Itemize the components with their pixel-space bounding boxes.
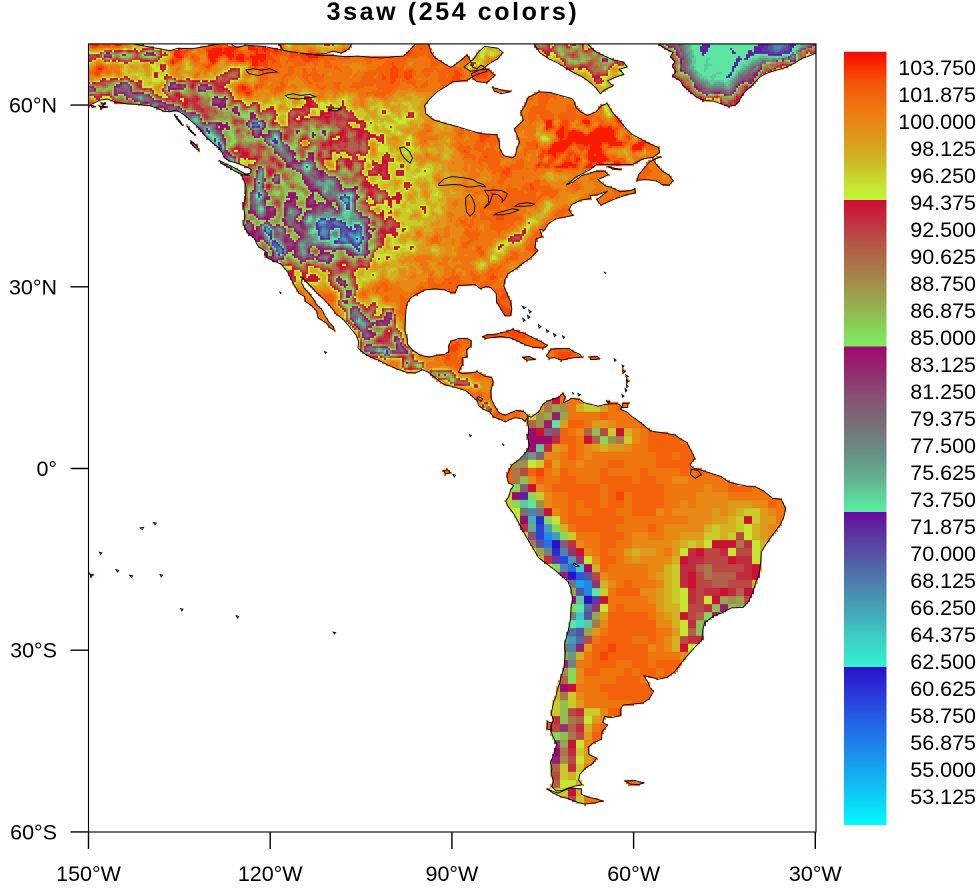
svg-text:94.375: 94.375 xyxy=(910,191,976,215)
svg-text:101.875: 101.875 xyxy=(898,83,976,107)
svg-text:55.000: 55.000 xyxy=(910,758,976,782)
svg-text:60°W: 60°W xyxy=(607,862,661,886)
svg-text:53.125: 53.125 xyxy=(910,785,976,809)
svg-text:86.875: 86.875 xyxy=(910,299,976,323)
svg-text:73.750: 73.750 xyxy=(910,488,976,512)
svg-text:58.750: 58.750 xyxy=(910,704,976,728)
svg-text:150°W: 150°W xyxy=(56,862,121,886)
svg-text:71.875: 71.875 xyxy=(910,515,976,539)
svg-text:60°N: 60°N xyxy=(9,94,57,118)
svg-text:96.250: 96.250 xyxy=(910,164,976,188)
svg-text:56.875: 56.875 xyxy=(910,731,976,755)
svg-text:60.625: 60.625 xyxy=(910,677,976,701)
svg-text:66.250: 66.250 xyxy=(910,596,976,620)
svg-text:92.500: 92.500 xyxy=(910,218,976,242)
svg-text:77.500: 77.500 xyxy=(910,434,976,458)
svg-text:90°W: 90°W xyxy=(425,862,479,886)
svg-text:98.125: 98.125 xyxy=(910,137,976,161)
svg-text:60°S: 60°S xyxy=(10,820,57,844)
svg-text:85.000: 85.000 xyxy=(910,326,976,350)
svg-text:90.625: 90.625 xyxy=(910,245,976,269)
svg-text:100.000: 100.000 xyxy=(898,110,976,134)
svg-text:81.250: 81.250 xyxy=(910,380,976,404)
svg-text:70.000: 70.000 xyxy=(910,542,976,566)
svg-text:30°W: 30°W xyxy=(789,862,843,886)
svg-text:0°: 0° xyxy=(36,457,57,481)
svg-text:120°W: 120°W xyxy=(238,862,303,886)
svg-text:68.125: 68.125 xyxy=(910,569,976,593)
svg-text:88.750: 88.750 xyxy=(910,272,976,296)
svg-text:30°S: 30°S xyxy=(10,639,57,663)
svg-text:30°N: 30°N xyxy=(9,275,57,299)
svg-text:83.125: 83.125 xyxy=(910,353,976,377)
svg-text:75.625: 75.625 xyxy=(910,461,976,485)
svg-text:64.375: 64.375 xyxy=(910,623,976,647)
svg-text:103.750: 103.750 xyxy=(898,56,976,80)
svg-text:62.500: 62.500 xyxy=(910,650,976,674)
svg-text:79.375: 79.375 xyxy=(910,407,976,431)
svg-text:3saw (254 colors): 3saw (254 colors) xyxy=(327,0,580,26)
